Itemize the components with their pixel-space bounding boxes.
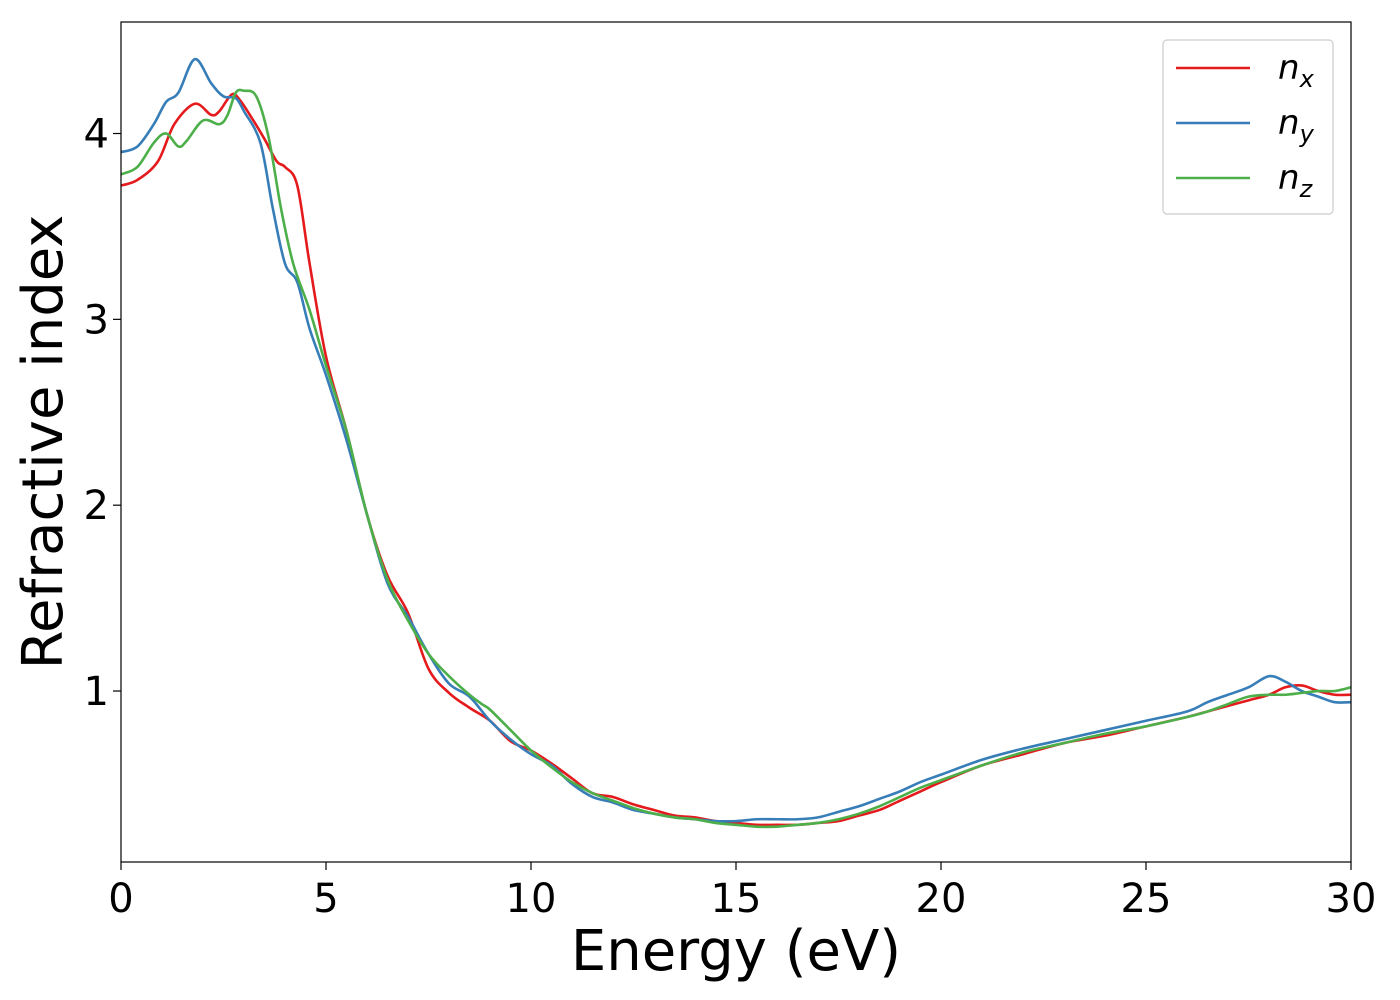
y-tick-label: 1: [84, 669, 109, 715]
legend-label-n_x: nx: [1278, 48, 1315, 93]
legend-label-n_z: nz: [1278, 158, 1314, 203]
x-axis-title: Energy (eV): [571, 919, 901, 984]
y-axis-title: Refractive index: [11, 215, 76, 670]
legend: nx ny nz: [1162, 39, 1334, 215]
x-tick-label: 25: [1121, 876, 1172, 922]
series-layer: [120, 57, 1352, 829]
series-line-n_z: [120, 88, 1352, 829]
legend-label-n_y: ny: [1278, 103, 1315, 148]
x-tick-label: 15: [711, 876, 762, 922]
x-tick-label: 0: [108, 876, 133, 922]
x-tick-label: 30: [1326, 876, 1377, 922]
legend-box: [1162, 39, 1334, 215]
x-tick-label: 20: [916, 876, 967, 922]
y-tick-label: 3: [84, 297, 109, 343]
series-line-n_y: [120, 57, 1352, 823]
x-tick-label: 10: [506, 876, 557, 922]
y-axis: 1 2 3 4: [84, 112, 121, 715]
y-tick-label: 4: [84, 112, 109, 158]
y-tick-label: 2: [84, 483, 109, 529]
x-axis: 0 5 10 15 20 25 30: [108, 862, 1376, 922]
x-tick-label: 5: [313, 876, 338, 922]
